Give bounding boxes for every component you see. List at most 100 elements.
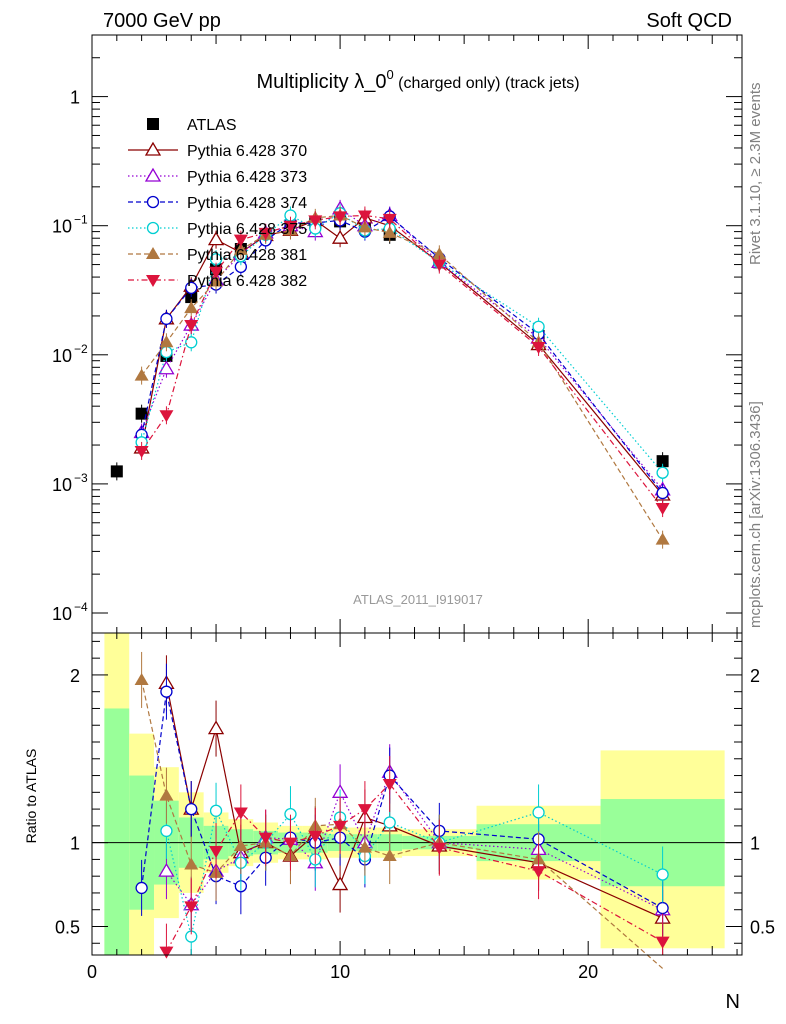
y-tick-label: 1 [70, 88, 80, 108]
ratio-point [160, 824, 173, 838]
legend-marker [146, 195, 160, 209]
energy-label: 7000 GeV pp [103, 10, 221, 32]
data-point [655, 503, 670, 516]
data-point [110, 465, 123, 478]
data-point [656, 486, 669, 500]
legend-label: Pythia 6.428 370 [187, 143, 307, 160]
data-point [432, 259, 447, 272]
legend-entry-5: Pythia 6.428 381 [128, 247, 307, 264]
ratio-point [134, 672, 149, 685]
x-tick-label: 0 [87, 962, 97, 982]
data-point [656, 455, 669, 468]
ratio-y-tick-label: 0.5 [55, 917, 80, 937]
ratio-y-tick-label-right: 2 [750, 666, 760, 686]
lower-series-layer [134, 651, 671, 969]
data-point [184, 320, 199, 333]
y-tick-label: 10 [52, 217, 72, 237]
ratio-point [357, 804, 372, 817]
data-point [357, 210, 372, 223]
legend-entry-3: Pythia 6.428 374 [128, 195, 307, 212]
data-point [357, 220, 372, 233]
data-point [308, 215, 323, 228]
legend-label: Pythia 6.428 375 [187, 221, 307, 238]
legend-entry-4: Pythia 6.428 375 [128, 221, 307, 238]
legend: ATLAS Pythia 6.428 370 Pythia 6.428 373 Pyt… [128, 117, 307, 290]
y-tick-exponent: −4 [74, 600, 88, 614]
y-tick-exponent: −1 [74, 213, 88, 227]
y-tick-label: 10 [52, 604, 72, 624]
data-point [185, 336, 198, 349]
data-point [333, 211, 348, 224]
ratio-point [432, 842, 447, 855]
x-axis-label: N [726, 991, 740, 1013]
upper-series-layer [110, 199, 671, 549]
legend-entry-0: ATLAS [147, 117, 237, 134]
y-tick-label: 10 [52, 475, 72, 495]
data-point [655, 532, 670, 545]
series-5 [134, 206, 670, 549]
chart-title: Multiplicity λ_00 (charged only) (track … [256, 67, 579, 93]
data-point [233, 234, 248, 247]
data-point [258, 227, 273, 240]
title-superscript: 0 [386, 67, 393, 82]
ratio-point [160, 685, 173, 698]
legend-marker [147, 118, 159, 130]
data-point [207, 231, 225, 246]
ratio-point [382, 849, 397, 862]
legend-entry-6: Pythia 6.428 382 [128, 273, 307, 290]
ratio-point [655, 936, 670, 949]
data-point [531, 341, 546, 354]
lower-axis-ticks: 0 10 20 0.5 0.5 1 1 2 2 [55, 633, 775, 982]
series-line-2 [141, 208, 664, 491]
data-point [283, 220, 298, 233]
ratio-point [656, 901, 669, 915]
series-6 [134, 206, 670, 518]
legend-entry-2: Pythia 6.428 373 [128, 167, 307, 186]
data-point [382, 213, 397, 226]
y-tick-exponent: −2 [74, 342, 88, 356]
y-tick-label: 10 [52, 346, 72, 366]
upper-axis-ticks: 10 −410 −310 −210 −11 [52, 34, 742, 633]
ratio-y-tick-label: 2 [70, 666, 80, 686]
ratio-line-2 [141, 691, 663, 909]
ratio-point [357, 840, 372, 853]
data-point [184, 301, 199, 314]
ratio-point [283, 837, 298, 850]
source-label: mcplots.cern.ch [arXiv:1306.3436] [747, 401, 764, 628]
legend-marker [144, 167, 162, 182]
data-point [209, 266, 224, 279]
data-point [233, 242, 248, 255]
data-point [432, 247, 447, 260]
ratio-point [656, 868, 669, 881]
legend-marker [146, 275, 160, 287]
ratio-point [184, 857, 199, 870]
legend-label: ATLAS [187, 117, 237, 134]
data-point [185, 291, 198, 304]
ratio-point [135, 881, 148, 895]
data-point [185, 281, 198, 295]
ratio-point [532, 806, 545, 819]
ratio-point [209, 804, 223, 817]
x-tick-label: 20 [578, 962, 598, 982]
ratio-point [258, 832, 273, 845]
process-label: Soft QCD [646, 10, 732, 32]
ratio-point [531, 866, 546, 879]
ratio-plot-frame [91, 632, 743, 956]
legend-label: Pythia 6.428 373 [187, 169, 307, 186]
ratio-point [159, 788, 174, 801]
data-point [159, 410, 174, 423]
ratio-y-tick-label: 1 [70, 834, 80, 854]
series-line-5 [141, 214, 664, 540]
legend-label: Pythia 6.428 374 [187, 195, 307, 212]
data-point [656, 466, 669, 479]
legend-label: Pythia 6.428 381 [187, 247, 307, 264]
ratio-point [382, 778, 397, 791]
ratio-point [184, 901, 199, 914]
data-point [158, 360, 175, 375]
ratio-point [233, 838, 248, 851]
legend-label: Pythia 6.428 382 [187, 273, 307, 290]
ratio-point [233, 807, 248, 820]
legend-marker [146, 221, 160, 235]
series-line-6 [141, 214, 664, 509]
ratio-point [159, 946, 174, 959]
